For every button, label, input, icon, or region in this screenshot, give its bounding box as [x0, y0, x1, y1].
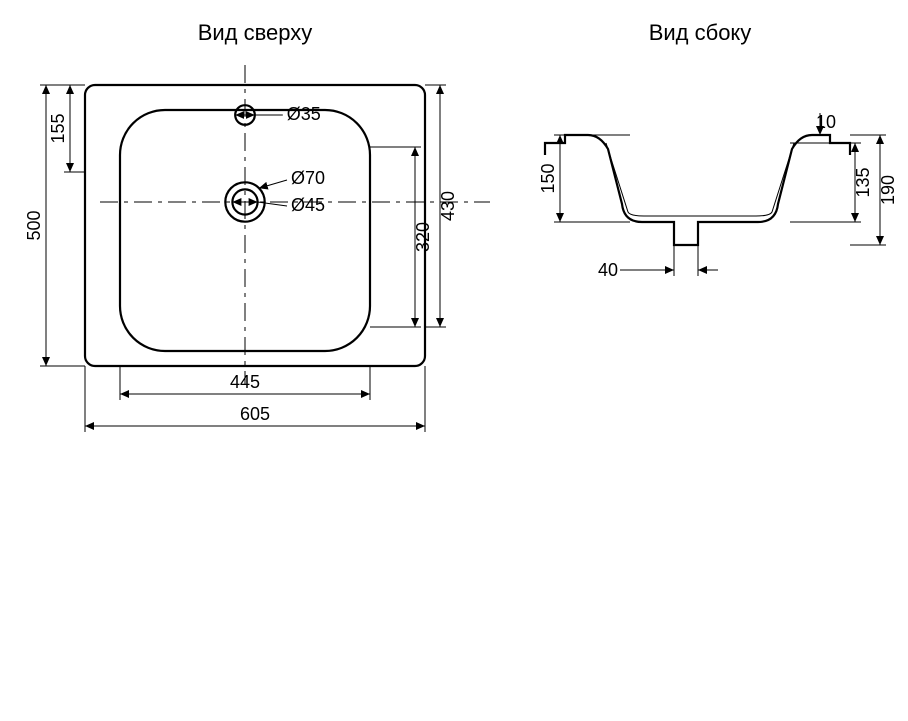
svg-text:430: 430	[438, 191, 458, 221]
svg-text:135: 135	[853, 167, 873, 197]
svg-text:150: 150	[538, 163, 558, 193]
dim-10: 10	[816, 112, 836, 132]
svg-text:190: 190	[878, 175, 898, 205]
dim-d70: Ø70	[291, 168, 325, 188]
svg-text:320: 320	[413, 222, 433, 252]
dim-40: 40	[598, 260, 618, 280]
side-profile	[545, 135, 850, 245]
side-view-title: Вид сбоку	[649, 20, 752, 45]
svg-text:155: 155	[48, 113, 68, 143]
outer-outline	[85, 85, 425, 366]
dim-d35: Ø35	[287, 104, 321, 124]
top-view-title: Вид сверху	[198, 20, 313, 45]
svg-text:605: 605	[240, 404, 270, 424]
dim-d45: Ø45	[291, 195, 325, 215]
tech-drawing: Вид сверху Ø35 Ø70 Ø45 445 605 500 155 430320 Вид…	[0, 0, 908, 721]
svg-text:500: 500	[24, 210, 44, 240]
svg-text:445: 445	[230, 372, 260, 392]
